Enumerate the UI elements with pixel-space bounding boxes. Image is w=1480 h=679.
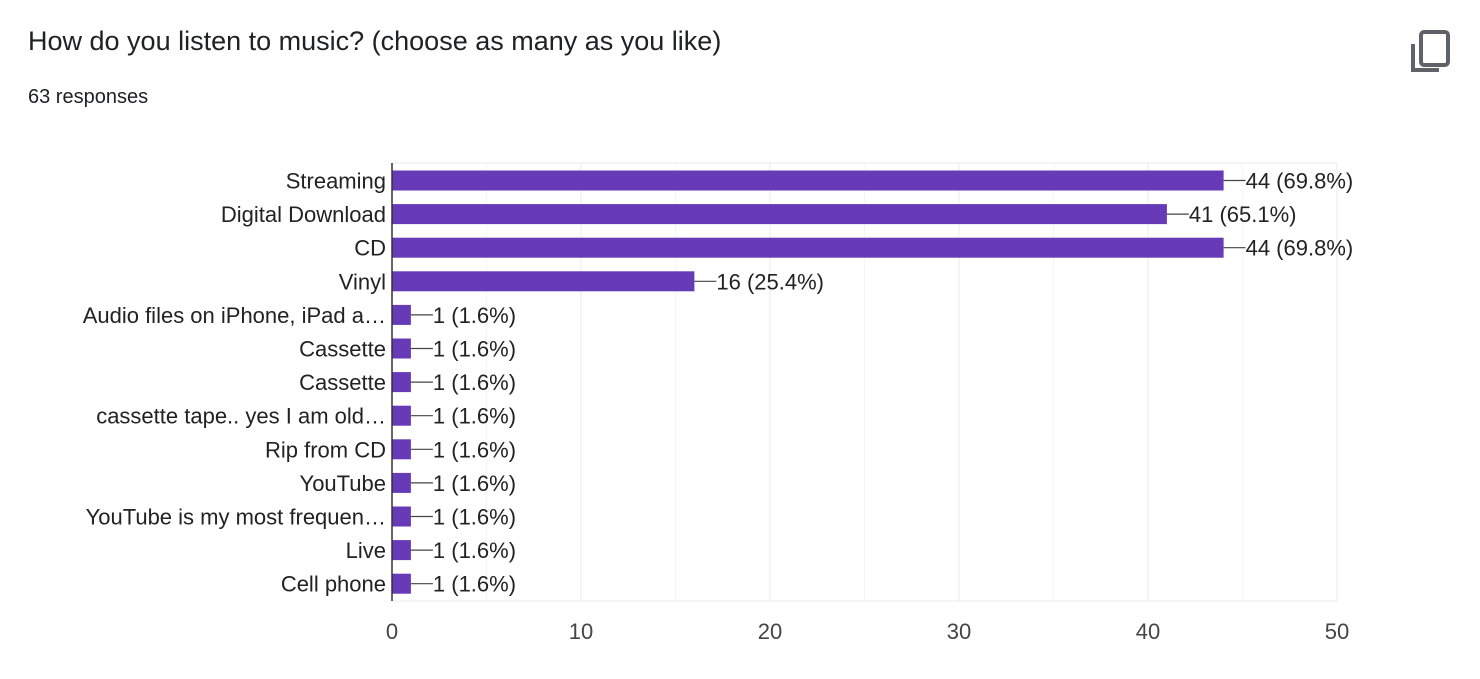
category-label: cassette tape.. yes I am old… bbox=[96, 404, 386, 429]
category-label: Digital Download bbox=[221, 202, 386, 227]
copy-chart-button[interactable] bbox=[1408, 28, 1452, 76]
bar bbox=[392, 573, 411, 594]
data-label: 1 (1.6%) bbox=[433, 471, 516, 496]
data-label: 1 (1.6%) bbox=[433, 303, 516, 328]
category-label: Cassette bbox=[299, 370, 386, 395]
category-label: Vinyl bbox=[339, 269, 386, 294]
bar bbox=[392, 170, 1224, 191]
x-tick-label: 20 bbox=[758, 619, 782, 644]
x-tick-label: 40 bbox=[1136, 619, 1160, 644]
category-label: Cassette bbox=[299, 337, 386, 362]
x-tick-label: 0 bbox=[386, 619, 398, 644]
category-label: Streaming bbox=[286, 169, 386, 194]
category-label: Live bbox=[346, 538, 386, 563]
data-label: 16 (25.4%) bbox=[716, 269, 824, 294]
bar bbox=[392, 304, 411, 325]
category-label: Rip from CD bbox=[265, 437, 386, 462]
category-label: YouTube bbox=[300, 471, 386, 496]
data-label: 1 (1.6%) bbox=[433, 337, 516, 362]
data-label: 1 (1.6%) bbox=[433, 437, 516, 462]
bar bbox=[392, 472, 411, 493]
bar bbox=[392, 540, 411, 561]
category-label: Cell phone bbox=[281, 572, 386, 597]
bar bbox=[392, 271, 695, 292]
bar bbox=[392, 204, 1167, 225]
bar bbox=[392, 338, 411, 359]
bar bbox=[392, 439, 411, 460]
data-label: 1 (1.6%) bbox=[433, 538, 516, 563]
data-label: 44 (69.8%) bbox=[1246, 169, 1354, 194]
category-label: Audio files on iPhone, iPad a… bbox=[83, 303, 386, 328]
bar bbox=[392, 237, 1224, 258]
question-title: How do you listen to music? (choose as m… bbox=[28, 26, 722, 56]
bar bbox=[392, 506, 411, 527]
copy-icon bbox=[1411, 30, 1450, 72]
data-label: 1 (1.6%) bbox=[433, 572, 516, 597]
response-count: 63 responses bbox=[28, 86, 149, 108]
category-label: YouTube is my most frequen… bbox=[86, 505, 386, 530]
bar bbox=[392, 372, 411, 393]
data-label: 44 (69.8%) bbox=[1246, 236, 1354, 261]
x-tick-label: 50 bbox=[1325, 619, 1349, 644]
bar bbox=[392, 405, 411, 426]
x-tick-label: 30 bbox=[947, 619, 971, 644]
data-label: 1 (1.6%) bbox=[433, 370, 516, 395]
data-label: 41 (65.1%) bbox=[1189, 202, 1297, 227]
data-label: 1 (1.6%) bbox=[433, 404, 516, 429]
category-label: CD bbox=[354, 236, 386, 261]
data-label: 1 (1.6%) bbox=[433, 505, 516, 530]
x-tick-label: 10 bbox=[569, 619, 593, 644]
